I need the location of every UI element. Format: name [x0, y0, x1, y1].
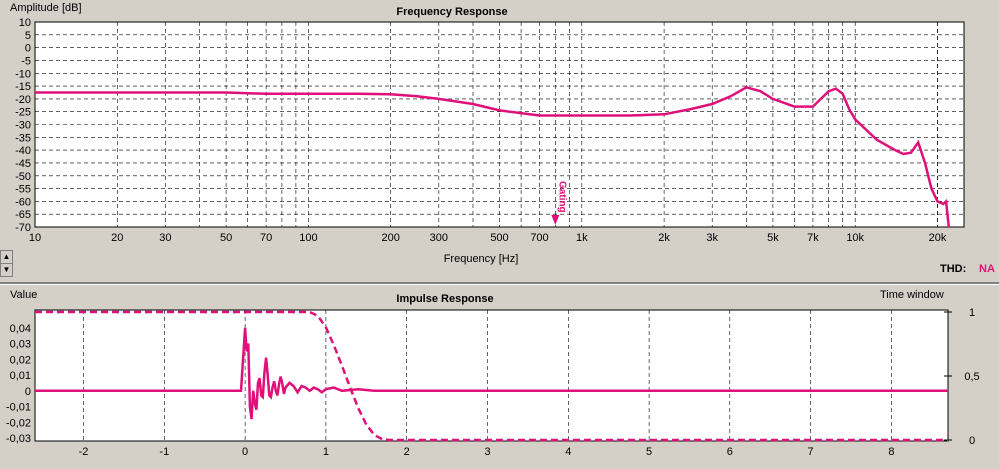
frequency-tick-label: 70 — [260, 232, 272, 244]
amplitude-tick-label: -50 — [15, 171, 31, 183]
time-window-axis-label: Time window — [880, 289, 944, 301]
amplitude-tick-label: -65 — [15, 209, 31, 221]
value-tick-label: 0,01 — [10, 370, 31, 382]
window-tick-label: 1 — [969, 307, 975, 319]
frequency-response-trace — [35, 85, 951, 228]
value-tick-label: 0,03 — [10, 339, 31, 351]
frequency-tick-label: 5k — [767, 232, 779, 244]
thd-value: NA — [979, 263, 995, 275]
amplitude-tick-label: -30 — [15, 120, 31, 132]
time-tick-label: 6 — [727, 446, 733, 458]
frequency-tick-label: 10 — [29, 232, 41, 244]
frequency-tick-label: 1k — [576, 232, 588, 244]
impulse-response-title: Impulse Response — [396, 293, 493, 305]
amplitude-tick-label: -40 — [15, 145, 31, 157]
time-tick-label: 4 — [565, 446, 571, 458]
thd-label: THD: — [940, 263, 967, 275]
time-tick-label: 1 — [323, 446, 329, 458]
frequency-response-title: Frequency Response — [396, 6, 507, 18]
amplitude-tick-label: 5 — [25, 30, 31, 42]
value-tick-label: 0 — [25, 386, 31, 398]
value-tick-label: -0,01 — [6, 402, 31, 414]
frequency-tick-label: 50 — [220, 232, 232, 244]
amplitude-tick-label: -25 — [15, 107, 31, 119]
time-tick-label: 7 — [808, 446, 814, 458]
time-tick-label: 0 — [242, 446, 248, 458]
value-tick-label: -0,02 — [6, 417, 31, 429]
frequency-tick-label: 3k — [706, 232, 718, 244]
frequency-tick-label: 100 — [299, 232, 317, 244]
amplitude-tick-label: -5 — [21, 55, 31, 67]
amplitude-tick-label: -45 — [15, 158, 31, 170]
frequency-tick-label: 30 — [159, 232, 171, 244]
frequency-axis-label: Frequency [Hz] — [444, 253, 519, 265]
amplitude-tick-label: -55 — [15, 184, 31, 196]
amplitude-tick-label: -60 — [15, 196, 31, 208]
window-tick-label: 0 — [969, 435, 975, 447]
amplitude-tick-label: -35 — [15, 132, 31, 144]
time-tick-label: 8 — [888, 446, 894, 458]
scroll-down-button[interactable]: ▼ — [0, 263, 13, 277]
amplitude-tick-label: -70 — [15, 222, 31, 234]
frequency-tick-label: 7k — [807, 232, 819, 244]
time-tick-label: 3 — [484, 446, 490, 458]
amplitude-tick-label: 10 — [19, 17, 31, 29]
frequency-tick-label: 20 — [111, 232, 123, 244]
time-tick-label: -1 — [159, 446, 169, 458]
time-tick-label: -2 — [79, 446, 89, 458]
time-tick-label: 2 — [404, 446, 410, 458]
frequency-tick-label: 300 — [430, 232, 448, 244]
frequency-tick-label: 10k — [846, 232, 864, 244]
gating-marker[interactable]: Gating — [551, 181, 567, 225]
value-axis-label: Value — [10, 289, 37, 301]
gating-label: Gating — [556, 181, 567, 213]
time-tick-label: 5 — [646, 446, 652, 458]
window-tick-label: 0,5 — [964, 371, 979, 383]
frequency-tick-label: 200 — [382, 232, 400, 244]
impulse-response-chart: Value Impulse Response Time window 0,04 0… — [6, 289, 980, 458]
impulse-response-trace — [35, 327, 948, 420]
scroll-up-button[interactable]: ▲ — [0, 250, 13, 264]
frequency-tick-label: 500 — [490, 232, 508, 244]
frequency-tick-label: 2k — [658, 232, 670, 244]
amplitude-tick-label: -20 — [15, 94, 31, 106]
impulse-plot-area[interactable] — [34, 309, 949, 442]
value-tick-label: -0,03 — [6, 433, 31, 445]
amplitude-tick-label: 0 — [25, 43, 31, 55]
panel-divider[interactable] — [0, 282, 999, 285]
value-tick-label: 0,04 — [10, 323, 31, 335]
value-tick-label: 0,02 — [10, 354, 31, 366]
amplitude-tick-label: -15 — [15, 81, 31, 93]
frequency-tick-label: 20k — [929, 232, 947, 244]
amplitude-axis-label: Amplitude [dB] — [10, 2, 82, 14]
frequency-response-panel: Amplitude [dB] Frequency Response 10 5 0 -5… — [0, 2, 995, 277]
impulse-response-panel: Value Impulse Response Time window 0,04 0… — [0, 285, 999, 464]
frequency-response-chart: Amplitude [dB] Frequency Response 1050-5… — [10, 2, 965, 265]
amplitude-tick-label: -10 — [15, 68, 31, 80]
frequency-tick-label: 700 — [530, 232, 548, 244]
